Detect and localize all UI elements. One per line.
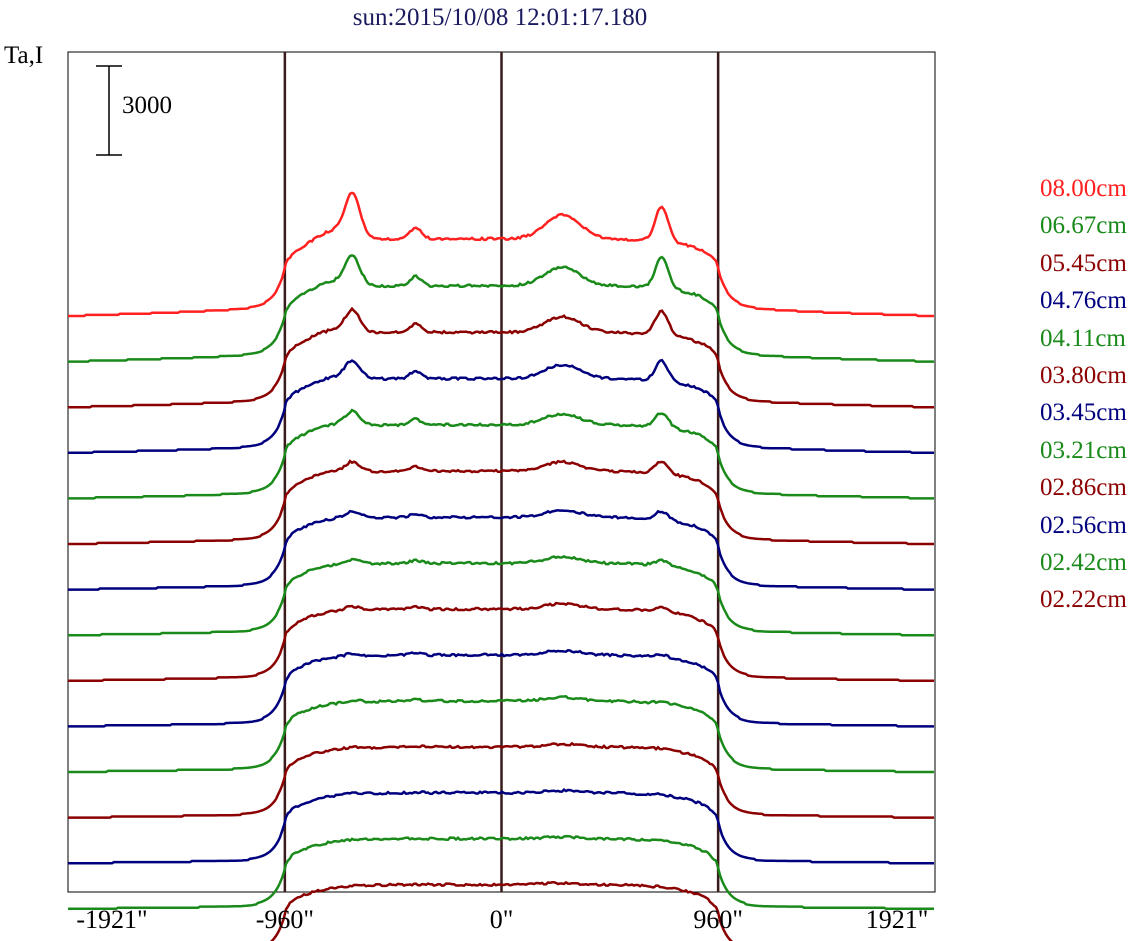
legend-entry: 05.45cm (1040, 249, 1127, 277)
series-line (68, 358, 934, 455)
x-tick-label: -1921" (76, 905, 148, 934)
series-curves (68, 191, 934, 941)
series-line (68, 555, 934, 637)
legend-entry: 02.42cm (1040, 548, 1127, 576)
legend-entry: 03.80cm (1040, 361, 1127, 389)
scale-bar (96, 65, 122, 156)
legend-entry: 02.86cm (1040, 474, 1127, 502)
series-line (68, 601, 934, 683)
series-line (68, 787, 934, 865)
x-tick-label: 960" (693, 905, 743, 934)
legend-entry: 06.67cm (1040, 212, 1127, 240)
series-line (68, 509, 934, 591)
series-line (68, 459, 934, 546)
series-line (68, 694, 934, 774)
legend: 08.00cm 06.67cm 05.45cm 04.76cm 04.11cm 03.80… (1040, 170, 1127, 619)
series-line (68, 649, 934, 728)
series-line (68, 191, 934, 318)
x-tick-label: 1921" (865, 905, 929, 934)
legend-entry: 04.76cm (1040, 287, 1127, 315)
series-line (68, 741, 934, 819)
x-tick-label: 0" (489, 905, 514, 934)
series-line (269, 880, 733, 941)
legend-entry: 02.56cm (1040, 511, 1127, 539)
series-line (68, 408, 934, 500)
legend-entry: 03.21cm (1040, 436, 1127, 464)
series-line (68, 254, 934, 363)
scale-bar-label: 3000 (122, 92, 172, 119)
legend-entry: 04.11cm (1040, 324, 1126, 352)
legend-entry: 02.22cm (1040, 586, 1127, 614)
chart-title: sun:2015/10/08 12:01:17.180 (352, 4, 648, 31)
legend-entry: 08.00cm (1040, 175, 1127, 202)
x-tick-label: -960" (255, 905, 314, 934)
legend-entry: 03.45cm (1040, 399, 1127, 427)
y-axis-label: Ta,I (4, 42, 44, 69)
series-line (68, 306, 934, 409)
series-line (68, 834, 934, 911)
